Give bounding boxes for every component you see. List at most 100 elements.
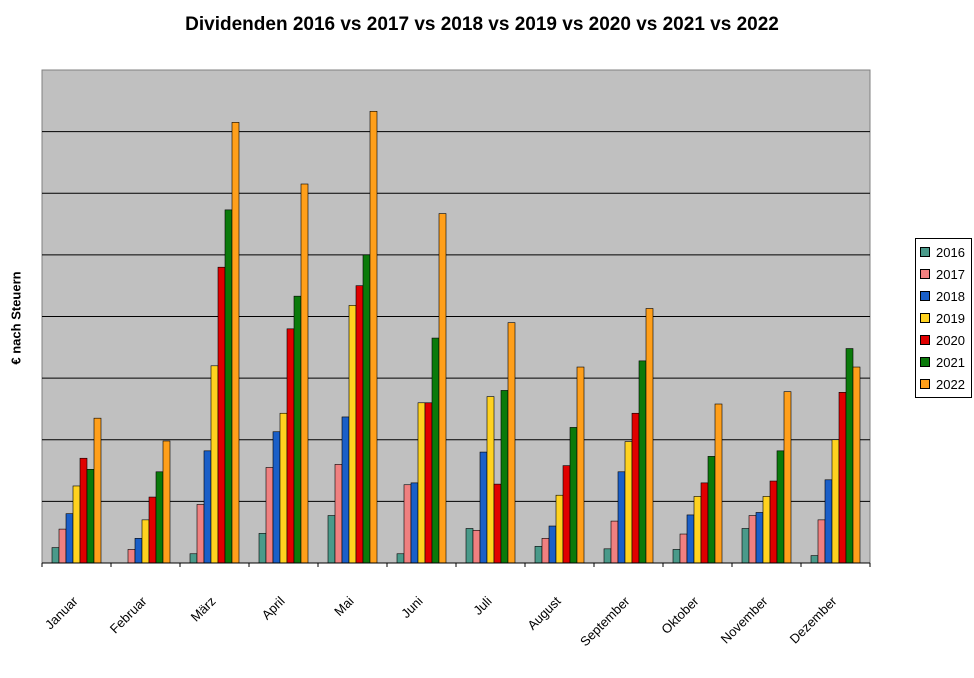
bar-2019-oktober	[693, 496, 702, 564]
x-tick-label: Juni	[398, 593, 426, 621]
bar-2016-juni	[396, 553, 405, 564]
bar-2016-november	[741, 528, 750, 564]
bar-2022-september	[645, 308, 654, 564]
legend-swatch	[920, 335, 930, 345]
bar-2020-november	[769, 480, 778, 564]
bar-2021-november	[776, 450, 785, 564]
legend-swatch	[920, 379, 930, 389]
bar-2021-oktober	[707, 456, 716, 564]
bar-2017-november	[748, 515, 757, 564]
bar-2019-februar	[141, 519, 150, 564]
x-tick-label: Mai	[331, 593, 356, 618]
x-tick-label: Februar	[107, 593, 150, 636]
bar-2018-juli	[479, 451, 488, 564]
bar-2017-juni	[403, 484, 412, 564]
bar-2022-november	[783, 391, 792, 564]
legend-label: 2021	[936, 354, 965, 370]
bar-2017-märz	[196, 504, 205, 564]
bar-2016-märz	[189, 553, 198, 564]
legend-item-2018: 2018	[916, 285, 971, 307]
bar-2018-oktober	[686, 514, 695, 564]
bar-2020-april	[286, 328, 295, 564]
x-tick-label: Juli	[470, 593, 494, 617]
bar-2019-august	[555, 494, 564, 564]
bar-2016-dezember	[810, 555, 819, 564]
x-tick-label: April	[259, 593, 288, 622]
bar-2018-märz	[203, 450, 212, 564]
legend-item-2019: 2019	[916, 307, 971, 329]
bar-2017-oktober	[679, 533, 688, 564]
legend-item-2017: 2017	[916, 263, 971, 285]
x-axis	[41, 562, 871, 567]
x-tick-label: September	[577, 593, 633, 649]
bar-2020-januar	[79, 457, 88, 564]
x-tick-labels: Januar Februar März April Mai Juni Juli August S…	[42, 593, 840, 649]
bar-2018-januar	[65, 513, 74, 564]
legend-label: 2019	[936, 310, 965, 326]
legend-label: 2020	[936, 332, 965, 348]
bar-2018-juni	[410, 482, 419, 564]
bar-2022-märz	[231, 122, 240, 564]
x-tick-label: Oktober	[658, 593, 702, 637]
bar-2019-september	[624, 441, 633, 564]
legend-label: 2016	[936, 244, 965, 260]
bar-2019-januar	[72, 485, 81, 564]
bar-2016-april	[258, 533, 267, 564]
bar-2017-april	[265, 467, 274, 564]
legend-item-2016: 2016	[916, 241, 971, 263]
bar-2017-september	[610, 520, 619, 564]
bar-2019-april	[279, 412, 288, 564]
bar-2019-dezember	[831, 439, 840, 564]
bar-2018-dezember	[824, 479, 833, 564]
bar-2021-juni	[431, 337, 440, 564]
legend-swatch	[920, 247, 930, 257]
bar-2016-august	[534, 546, 543, 564]
bar-2016-januar	[51, 547, 60, 564]
bar-2020-oktober	[700, 482, 709, 564]
bar-2017-august	[541, 538, 550, 564]
legend-label: 2017	[936, 266, 965, 282]
bar-2021-september	[638, 360, 647, 564]
bar-2020-februar	[148, 496, 157, 564]
legend-swatch	[920, 291, 930, 301]
bar-2022-juli	[507, 322, 516, 564]
bar-2022-oktober	[714, 403, 723, 564]
bar-2020-mai	[355, 285, 364, 564]
bar-2021-januar	[86, 469, 95, 564]
x-tick-label: Januar	[42, 593, 81, 632]
x-tick-label: März	[188, 594, 219, 625]
bar-2021-juli	[500, 390, 509, 564]
bar-2018-mai	[341, 416, 350, 564]
legend-item-2022: 2022	[916, 373, 971, 395]
bar-2021-april	[293, 295, 302, 564]
legend: 2016 2017 2018 2019 2020 2021 2022	[915, 238, 972, 398]
gridlines	[42, 131, 870, 502]
legend-label: 2018	[936, 288, 965, 304]
bar-2019-märz	[210, 365, 219, 564]
bar-2021-dezember	[845, 348, 854, 564]
bar-2018-august	[548, 525, 557, 564]
bar-2022-august	[576, 366, 585, 564]
bar-2019-november	[762, 496, 771, 564]
bar-2017-dezember	[817, 519, 826, 564]
bar-2016-oktober	[672, 549, 681, 564]
bar-2022-februar	[162, 440, 171, 564]
legend-label: 2022	[936, 376, 965, 392]
bar-2021-märz	[224, 209, 233, 564]
chart-title: Dividenden 2016 vs 2017 vs 2018 vs 2019 …	[185, 14, 779, 35]
bar-2021-mai	[362, 254, 371, 564]
bar-2020-märz	[217, 266, 226, 564]
bar-2019-juli	[486, 396, 495, 564]
bar-2017-juli	[472, 530, 481, 564]
bar-2017-februar	[127, 549, 136, 564]
bar-2022-juni	[438, 213, 447, 564]
bar-2018-november	[755, 512, 764, 564]
bar-2016-mai	[327, 515, 336, 564]
legend-swatch	[920, 313, 930, 323]
bar-2016-september	[603, 548, 612, 564]
bar-2021-august	[569, 427, 578, 564]
legend-item-2021: 2021	[916, 351, 971, 373]
bar-2017-mai	[334, 464, 343, 564]
bar-2020-juli	[493, 483, 502, 564]
